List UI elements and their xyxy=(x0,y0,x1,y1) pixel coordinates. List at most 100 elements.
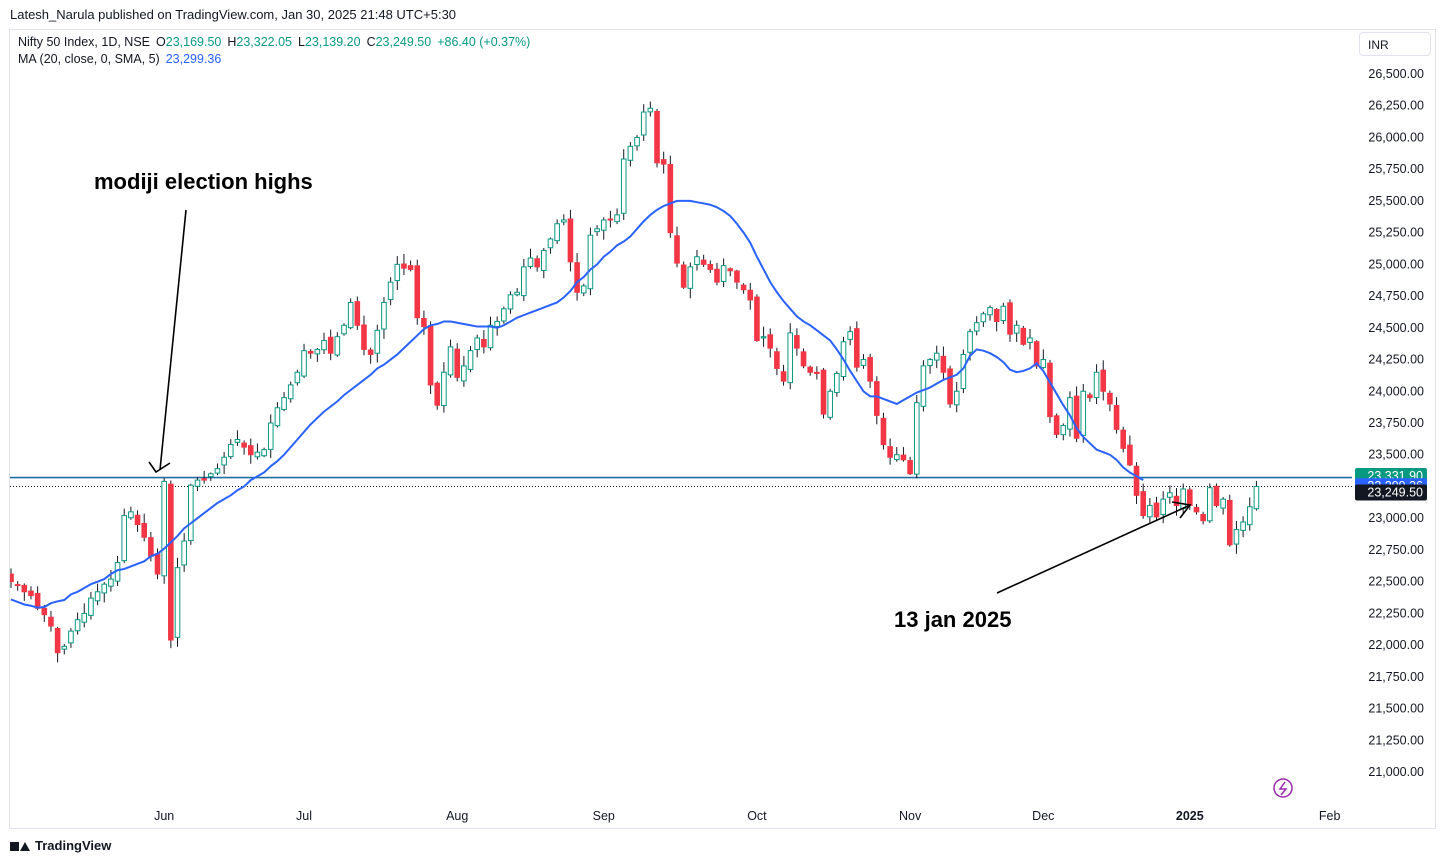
candle[interactable] xyxy=(574,253,580,301)
candle[interactable] xyxy=(307,349,314,359)
candle[interactable] xyxy=(514,288,520,297)
candle[interactable] xyxy=(188,483,194,545)
candle[interactable] xyxy=(660,151,667,174)
candle[interactable] xyxy=(907,456,913,476)
currency-button[interactable]: INR xyxy=(1359,32,1431,56)
candle[interactable] xyxy=(754,294,760,342)
candle[interactable] xyxy=(214,463,221,476)
ma-legend[interactable]: MA (20, close, 0, SMA, 5) 23,299.36 xyxy=(18,52,221,66)
candle[interactable] xyxy=(1100,360,1107,401)
candle[interactable] xyxy=(834,371,840,397)
candle[interactable] xyxy=(481,330,487,354)
candle[interactable] xyxy=(854,321,860,372)
candle[interactable] xyxy=(927,358,933,374)
candle[interactable] xyxy=(68,628,74,648)
candle[interactable] xyxy=(194,476,201,492)
candle[interactable] xyxy=(800,348,807,369)
tradingview-footer[interactable]: TradingView xyxy=(10,838,111,853)
candle[interactable] xyxy=(860,354,867,369)
candle[interactable] xyxy=(887,438,893,465)
candle[interactable] xyxy=(654,108,660,168)
candle[interactable] xyxy=(780,364,787,386)
candle[interactable] xyxy=(720,258,727,288)
candle[interactable] xyxy=(727,267,734,277)
candle[interactable] xyxy=(1087,392,1093,402)
symbol-legend[interactable]: Nifty 50 Index, 1D, NSE O23,169.50 H23,322… xyxy=(18,35,530,49)
candle[interactable] xyxy=(674,226,680,268)
candle[interactable] xyxy=(461,356,467,387)
candle[interactable] xyxy=(634,135,640,151)
candle[interactable] xyxy=(1127,435,1133,467)
candle[interactable] xyxy=(1060,423,1067,441)
candle[interactable] xyxy=(893,446,900,462)
candle[interactable] xyxy=(807,365,814,376)
candle[interactable] xyxy=(381,297,387,339)
candle[interactable] xyxy=(987,305,993,321)
candle[interactable] xyxy=(560,214,567,226)
candle[interactable] xyxy=(367,347,374,364)
candle[interactable] xyxy=(507,291,514,314)
candle[interactable] xyxy=(700,254,707,268)
candle[interactable] xyxy=(1040,349,1047,369)
candle[interactable] xyxy=(434,381,441,410)
candle[interactable] xyxy=(208,472,214,482)
candle[interactable] xyxy=(867,353,873,388)
candle[interactable] xyxy=(441,362,447,413)
candle[interactable] xyxy=(541,248,547,279)
candle[interactable] xyxy=(847,326,853,346)
candle[interactable] xyxy=(361,315,367,356)
candle[interactable] xyxy=(694,250,700,271)
candle[interactable] xyxy=(1200,511,1206,525)
candle[interactable] xyxy=(973,316,980,336)
annotation-arrow[interactable] xyxy=(148,209,187,474)
candle[interactable] xyxy=(294,369,301,386)
candle[interactable] xyxy=(580,283,587,297)
candle[interactable] xyxy=(521,259,527,301)
candle[interactable] xyxy=(747,283,754,310)
candle[interactable] xyxy=(334,332,341,357)
candle[interactable] xyxy=(774,347,780,376)
candle[interactable] xyxy=(28,586,34,600)
candle[interactable] xyxy=(913,394,920,479)
candle[interactable] xyxy=(1053,413,1060,438)
candle[interactable] xyxy=(241,440,247,455)
candle[interactable] xyxy=(254,443,261,460)
candle[interactable] xyxy=(614,208,620,225)
candle[interactable] xyxy=(61,644,68,655)
candle[interactable] xyxy=(88,592,94,620)
candle[interactable] xyxy=(454,343,461,382)
candle[interactable] xyxy=(880,412,887,450)
annotation-text[interactable]: 13 jan 2025 xyxy=(894,607,1011,632)
candle[interactable] xyxy=(1220,497,1226,515)
candle[interactable] xyxy=(281,392,287,412)
candle[interactable] xyxy=(1013,320,1020,342)
candle[interactable] xyxy=(48,610,54,632)
candle[interactable] xyxy=(667,155,674,238)
candle[interactable] xyxy=(274,402,281,428)
candle[interactable] xyxy=(81,603,88,628)
candle[interactable] xyxy=(401,253,407,276)
candle[interactable] xyxy=(21,583,28,601)
candle[interactable] xyxy=(407,260,414,272)
candle[interactable] xyxy=(827,388,833,420)
candle[interactable] xyxy=(900,447,907,462)
candle[interactable] xyxy=(1246,497,1253,531)
candle[interactable] xyxy=(527,248,534,269)
candle[interactable] xyxy=(374,324,381,363)
candle[interactable] xyxy=(1167,485,1173,504)
candle[interactable] xyxy=(474,334,480,358)
candle[interactable] xyxy=(227,439,234,459)
candle[interactable] xyxy=(874,376,880,425)
candle[interactable] xyxy=(341,323,347,336)
candle[interactable] xyxy=(161,478,167,584)
candle[interactable] xyxy=(247,438,254,464)
candle[interactable] xyxy=(953,381,960,413)
candle[interactable] xyxy=(534,255,540,272)
candle[interactable] xyxy=(181,533,187,572)
candle[interactable] xyxy=(287,381,294,403)
candle[interactable] xyxy=(1207,483,1213,524)
candle[interactable] xyxy=(501,306,507,324)
candle[interactable] xyxy=(321,332,327,355)
candle[interactable] xyxy=(1107,390,1113,412)
candle[interactable] xyxy=(1113,397,1120,434)
